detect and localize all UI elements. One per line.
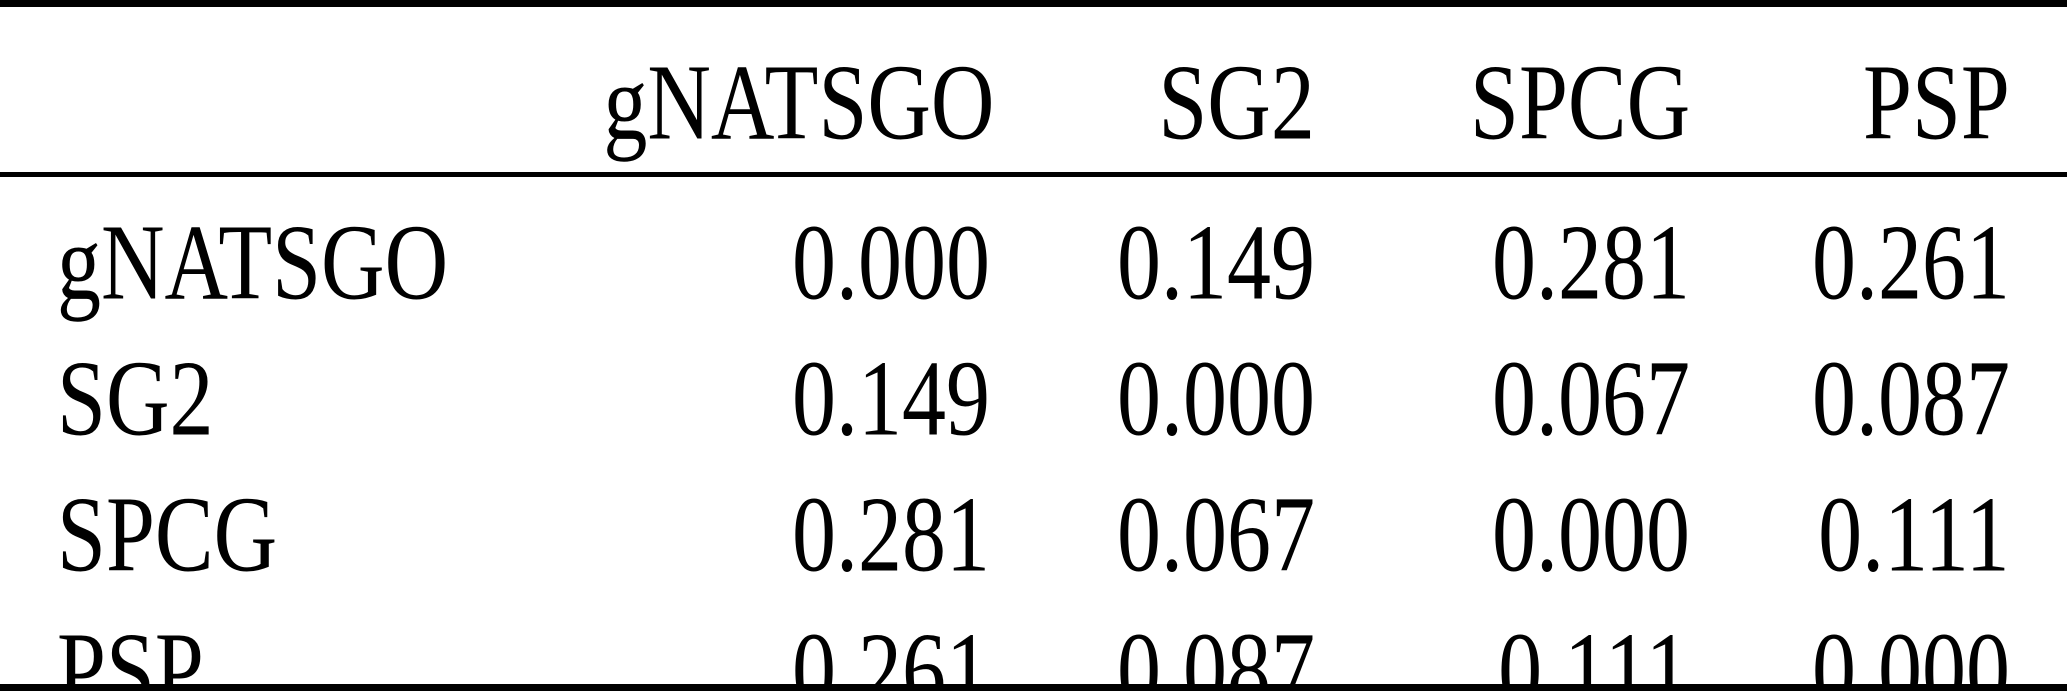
cell-spcg-sg2: 0.067 [990, 449, 1315, 588]
row-header-label: SPCG [57, 474, 278, 594]
row-header-label: gNATSGO [57, 202, 449, 322]
cell-sg2-psp: 0.087 [1690, 313, 2067, 452]
col-header-label: SPCG [1469, 42, 1690, 163]
cell-value: 0.149 [1117, 202, 1315, 322]
cell-value: 0.000 [1117, 338, 1315, 458]
col-header-spcg: SPCG [1315, 7, 1690, 174]
col-header-psp: PSP [1690, 7, 2067, 174]
cell-psp-psp: 0.000 [1690, 585, 2067, 691]
cell-value: 0.087 [1117, 610, 1315, 691]
bottom-rule [0, 684, 2067, 691]
table-row-sg2: SG2 0.149 0.000 0.067 0.087 [0, 313, 2067, 452]
cell-value: 0.281 [1492, 202, 1690, 322]
table-row-psp: PSP 0.261 0.087 0.111 0.000 [0, 585, 2067, 691]
cell-spcg-spcg: 0.000 [1315, 449, 1690, 588]
cell-value: 0.111 [1498, 610, 1690, 691]
corner-cell [0, 7, 550, 174]
cell-sg2-sg2: 0.000 [990, 313, 1315, 452]
cell-gnatsgo-sg2: 0.149 [990, 174, 1315, 316]
row-header-psp: PSP [0, 585, 550, 691]
cell-value: 0.281 [792, 474, 990, 594]
col-header-label: PSP [1863, 42, 2010, 163]
cell-value: 0.000 [1812, 610, 2010, 691]
cell-gnatsgo-gnatsgo: 0.000 [550, 174, 990, 316]
cell-gnatsgo-psp: 0.261 [1690, 174, 2067, 316]
cell-value: 0.111 [1818, 474, 2010, 594]
cell-value: 0.000 [1492, 474, 1690, 594]
cell-value: 0.261 [1812, 202, 2010, 322]
cell-sg2-spcg: 0.067 [1315, 313, 1690, 452]
cell-value: 0.067 [1492, 338, 1690, 458]
col-header-sg2: SG2 [990, 7, 1315, 174]
cell-value: 0.261 [792, 610, 990, 691]
header-row: gNATSGO SG2 SPCG PSP [0, 7, 2067, 174]
cell-psp-spcg: 0.111 [1315, 585, 1690, 691]
col-header-gnatsgo: gNATSGO [550, 7, 994, 174]
row-header-label: SG2 [57, 338, 214, 458]
cell-psp-sg2: 0.087 [990, 585, 1315, 691]
row-header-gnatsgo: gNATSGO [0, 174, 550, 316]
row-header-spcg: SPCG [0, 449, 550, 588]
top-rule [0, 0, 2067, 7]
cell-value: 0.087 [1812, 338, 2010, 458]
cell-gnatsgo-spcg: 0.281 [1315, 174, 1690, 316]
cell-value: 0.067 [1117, 474, 1315, 594]
col-header-label: gNATSGO [603, 42, 995, 163]
table-row-spcg: SPCG 0.281 0.067 0.000 0.111 [0, 449, 2067, 588]
cell-value: 0.000 [792, 202, 990, 322]
distance-matrix-table: gNATSGO SG2 SPCG PSP gNATSGO 0.000 0.149… [0, 7, 2067, 691]
cell-value: 0.149 [792, 338, 990, 458]
cell-spcg-gnatsgo: 0.281 [550, 449, 990, 588]
cell-sg2-gnatsgo: 0.149 [550, 313, 990, 452]
cell-spcg-psp: 0.111 [1690, 449, 2067, 588]
row-header-sg2: SG2 [0, 313, 550, 452]
col-header-label: SG2 [1158, 42, 1315, 163]
cell-psp-gnatsgo: 0.261 [550, 585, 990, 691]
row-header-label: PSP [57, 610, 204, 691]
table-row-gnatsgo: gNATSGO 0.000 0.149 0.281 0.261 [0, 174, 2067, 316]
